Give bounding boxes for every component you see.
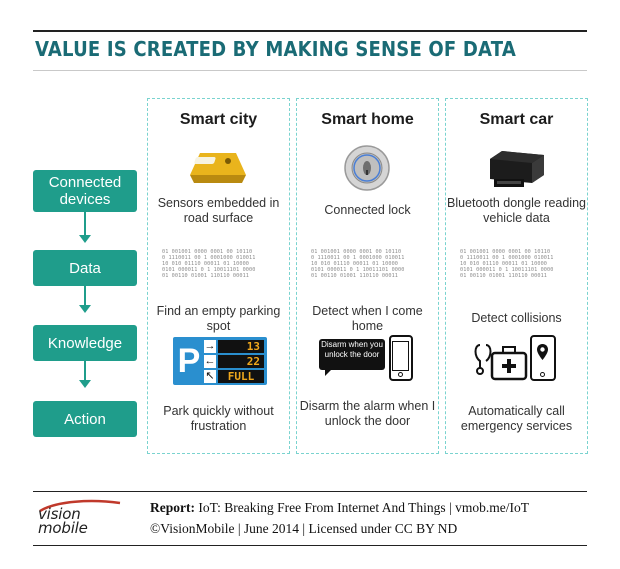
- device-caption: Bluetooth dongle reading vehicle data: [446, 196, 586, 225]
- spot-count-display: 13: [218, 340, 264, 353]
- page-title: VALUE IS CREATED BY MAKING SENSE OF DATA: [35, 37, 516, 61]
- spot-count-display: 22: [218, 355, 264, 368]
- column-heading: Smart home: [321, 111, 414, 128]
- title-divider: [33, 70, 587, 71]
- column-heading: Smart city: [179, 111, 258, 128]
- medical-kit-icon: [474, 344, 528, 381]
- knowledge-caption: Find an empty parking spot: [156, 304, 281, 333]
- notification-bubble: Disarm when you unlock the door: [319, 339, 385, 376]
- footer-credit-line: ©VisionMobile | June 2014 | Licensed und…: [150, 521, 458, 536]
- logo-swoosh-icon: [39, 499, 121, 513]
- binary-data-strip: 01 001001 0000 0001 00 10110 0 1110011 0…: [460, 249, 554, 279]
- visionmobile-logo: vision mobile: [36, 499, 122, 539]
- action-caption: Automatically call emergency services: [460, 404, 573, 433]
- device-caption: Sensors embedded in road surface: [157, 196, 280, 225]
- parking-p-letter: P: [177, 342, 201, 380]
- action-caption: Park quickly without frustration: [163, 404, 274, 433]
- column-smart-city: Smart city Sensors embedded in road surf…: [147, 98, 290, 454]
- device-caption: Connected lock: [324, 203, 411, 217]
- stage-data: Data: [33, 250, 137, 286]
- logo-word-top: vision: [38, 505, 81, 523]
- arrow-down-icon: [79, 212, 91, 243]
- knowledge-caption: Detect when I come home: [312, 304, 423, 333]
- obd-dongle-icon: [490, 151, 544, 187]
- footer-report-line: Report: IoT: Breaking Free From Internet…: [150, 500, 529, 516]
- column-smart-home: Smart home Connected lock 01 001001 0000…: [296, 98, 439, 454]
- smart-lock-icon: [344, 145, 390, 191]
- footer-top-rule: [33, 491, 587, 492]
- smartphone-icon: [389, 335, 413, 381]
- binary-data-strip: 01 001001 0000 0001 00 10110 0 1110011 0…: [162, 249, 256, 279]
- top-rule: [33, 30, 587, 32]
- arrow-left-icon: ←: [204, 355, 216, 368]
- report-label: Report:: [150, 500, 195, 515]
- column-smart-car: Smart car Bluetooth dongle reading vehic…: [445, 98, 588, 454]
- arrow-down-icon: [79, 286, 91, 313]
- smartphone-icon: [530, 335, 556, 381]
- arrow-down-icon: [79, 361, 91, 388]
- footer-bottom-rule: [33, 545, 587, 546]
- report-text: IoT: Breaking Free From Internet And Thi…: [198, 500, 529, 515]
- bubble-text: Disarm when you unlock the door: [321, 340, 383, 359]
- arrow-up-left-icon: ↖: [204, 370, 216, 383]
- stage-knowledge: Knowledge: [33, 325, 137, 361]
- spot-status-display: FULL: [218, 370, 264, 383]
- column-heading: Smart car: [479, 111, 554, 128]
- action-caption: Disarm the alarm when I unlock the door: [299, 399, 436, 428]
- stage-action: Action: [33, 401, 137, 437]
- stage-connected-devices: Connected devices: [33, 170, 137, 212]
- knowledge-caption: Detect collisions: [471, 311, 562, 325]
- location-pin-icon: [537, 344, 548, 360]
- arrow-right-icon: →: [204, 340, 216, 353]
- logo-word-bottom: mobile: [38, 519, 88, 537]
- binary-data-strip: 01 001001 0000 0001 00 10110 0 1110011 0…: [311, 249, 405, 279]
- road-sensor-icon: [190, 153, 246, 183]
- bubble-tail: [325, 369, 332, 376]
- parking-sign: P → ← ↖ 13 22 FULL: [173, 337, 267, 385]
